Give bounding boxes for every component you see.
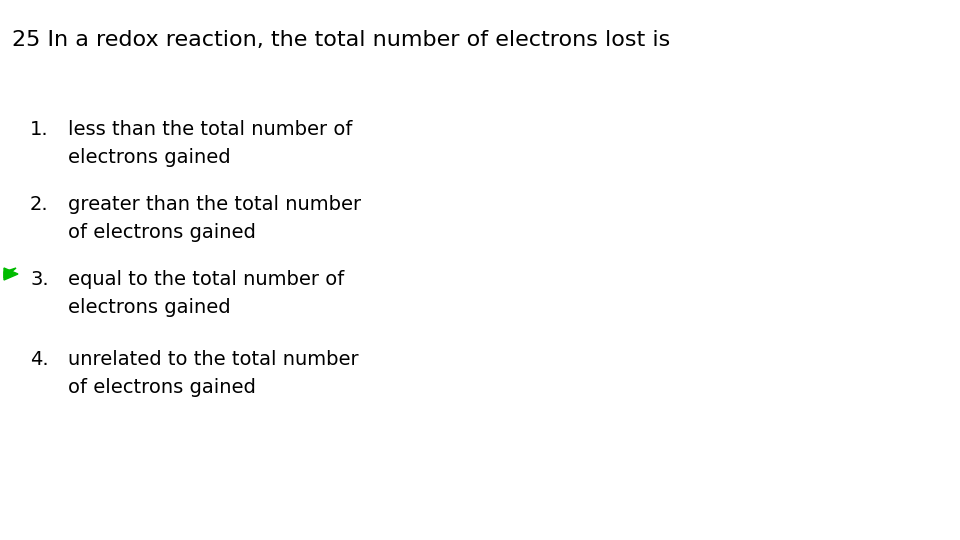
Text: of electrons gained: of electrons gained (68, 223, 256, 242)
Polygon shape (4, 268, 18, 280)
Text: 2.: 2. (30, 195, 49, 214)
Text: greater than the total number: greater than the total number (68, 195, 361, 214)
Text: 25 In a redox reaction, the total number of electrons lost is: 25 In a redox reaction, the total number… (12, 30, 670, 50)
Text: of electrons gained: of electrons gained (68, 378, 256, 397)
Text: unrelated to the total number: unrelated to the total number (68, 350, 359, 369)
Text: less than the total number of: less than the total number of (68, 120, 352, 139)
Text: electrons gained: electrons gained (68, 298, 230, 317)
Text: 4.: 4. (30, 350, 49, 369)
Polygon shape (4, 268, 16, 278)
Text: equal to the total number of: equal to the total number of (68, 270, 345, 289)
Text: 3.: 3. (30, 270, 49, 289)
Text: 1.: 1. (30, 120, 49, 139)
Text: electrons gained: electrons gained (68, 148, 230, 167)
